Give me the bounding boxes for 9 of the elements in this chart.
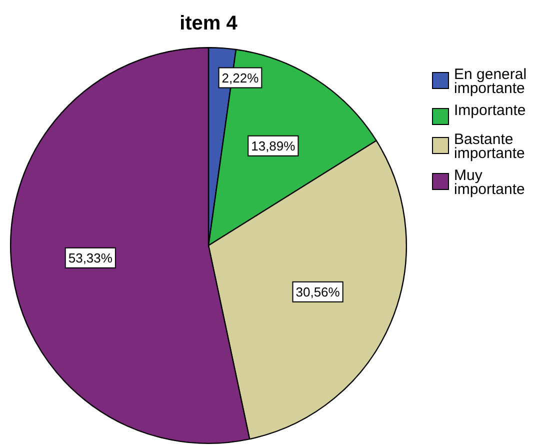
legend-label: Importante	[454, 102, 526, 119]
chart-title: item 4	[180, 12, 238, 35]
data-label: 2,22%	[222, 70, 260, 86]
legend-label: En general importante	[454, 66, 528, 97]
legend-label: Bastante importante	[454, 131, 526, 162]
data-label: 53,33%	[68, 250, 113, 266]
data-label: 30,56%	[296, 284, 340, 300]
legend-label: Muy importante	[454, 167, 526, 198]
data-label: 13,89%	[251, 138, 296, 154]
